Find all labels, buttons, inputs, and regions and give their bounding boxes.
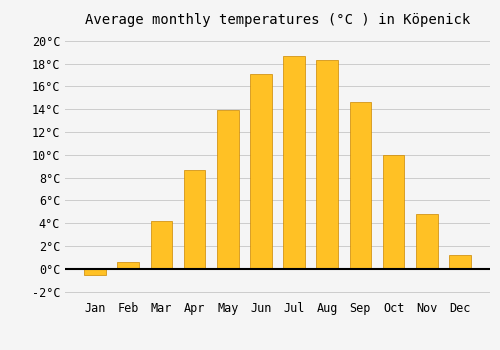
Bar (316, 60, 338, 269)
Bar (217, 110, 238, 269)
Bar (184, 170, 206, 269)
Title: Average monthly temperatures (°C ) in Köpenick: Average monthly temperatures (°C ) in Kö… (85, 13, 470, 27)
Bar (383, 155, 404, 269)
Bar (118, 262, 139, 269)
Bar (350, 102, 371, 269)
Bar (84, 269, 106, 275)
Bar (449, 255, 470, 269)
Bar (150, 221, 172, 269)
Bar (284, 56, 305, 269)
Bar (416, 214, 438, 269)
Bar (250, 74, 272, 269)
